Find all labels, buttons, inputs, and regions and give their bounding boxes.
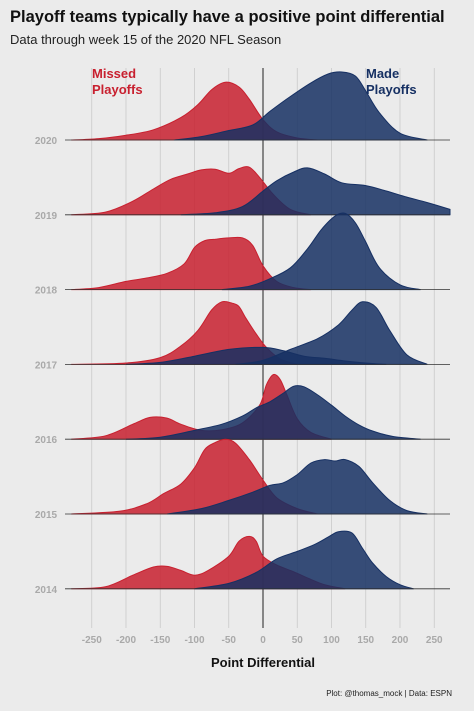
made-playoffs-density-2014 xyxy=(194,530,414,590)
x-tick-label: 150 xyxy=(357,635,374,646)
ridge-2017 xyxy=(65,300,450,365)
group-annotations: Missed Playoffs Made Playoffs xyxy=(92,66,417,97)
ridge-2014 xyxy=(65,530,450,590)
x-tick-label: -100 xyxy=(184,635,204,646)
x-tick-label: -200 xyxy=(116,635,136,646)
x-tick-label: -150 xyxy=(150,635,170,646)
ridge-2016 xyxy=(65,373,450,440)
year-label: 2014 xyxy=(35,585,58,596)
year-label: 2018 xyxy=(35,286,58,297)
year-label: 2019 xyxy=(35,211,58,222)
missed-playoffs-density-2018 xyxy=(71,236,311,291)
year-label: 2020 xyxy=(35,136,58,147)
ridge-2018 xyxy=(65,212,450,291)
ridge-2020 xyxy=(65,71,450,141)
ridges xyxy=(65,71,451,590)
x-tick-label: 0 xyxy=(260,635,266,646)
chart-subtitle: Data through week 15 of the 2020 NFL Sea… xyxy=(10,32,282,47)
year-label: 2015 xyxy=(35,510,58,521)
chart-caption: Plot: @thomas_mock | Data: ESPN xyxy=(326,689,452,698)
x-tick-label: 250 xyxy=(426,635,443,646)
made-playoffs-density-2017 xyxy=(235,301,428,365)
missed-playoffs-annotation: Missed Playoffs xyxy=(92,66,143,97)
x-tick-label: 100 xyxy=(323,635,340,646)
made-playoffs-density-2019 xyxy=(180,167,451,216)
x-tick-label: -50 xyxy=(222,635,237,646)
made-playoffs-annotation: Made Playoffs xyxy=(366,66,417,97)
x-tick-labels: -250 -200 -150 -100 -50 0 50 100 150 200 250 xyxy=(82,635,443,646)
x-tick-label: 200 xyxy=(392,635,409,646)
x-axis-label: Point Differential xyxy=(211,655,315,670)
made-playoffs-density-2016 xyxy=(125,385,421,440)
made-playoffs-density-2015 xyxy=(167,458,428,515)
ridge-2019 xyxy=(65,166,451,216)
ridge-2015 xyxy=(65,438,450,515)
chart-title: Playoff teams typically have a positive … xyxy=(10,8,445,26)
made-playoffs-density-2018 xyxy=(221,212,421,291)
year-label: 2016 xyxy=(35,435,58,446)
made-playoffs-density-2020 xyxy=(173,71,428,141)
year-label: 2017 xyxy=(35,360,58,371)
x-tick-label: -250 xyxy=(82,635,102,646)
year-labels: 2020 2019 2018 2017 2016 2015 2014 xyxy=(35,136,58,596)
x-tick-label: 50 xyxy=(292,635,304,646)
